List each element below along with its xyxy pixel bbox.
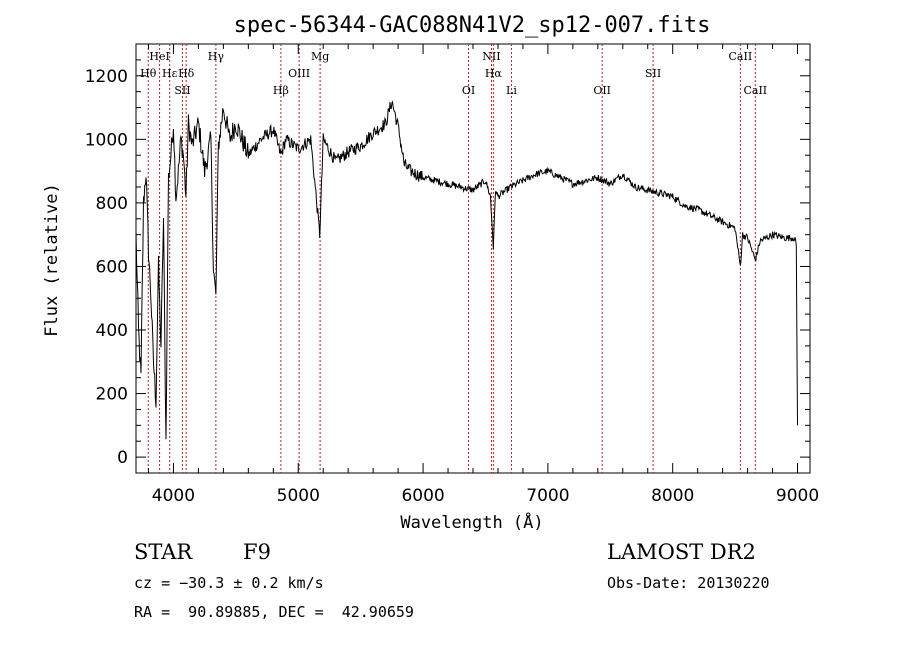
line-marker-label: Hε	[162, 67, 178, 80]
x-tick-label: 8000	[651, 486, 694, 506]
plot-frame	[135, 43, 811, 474]
y-axis-label: Flux (relative)	[42, 183, 62, 337]
survey-name: LAMOST DR2	[607, 540, 756, 564]
line-marker-label: Hθ	[140, 67, 157, 80]
line-marker-label: NII	[482, 50, 500, 63]
line-marker-label: Li	[506, 84, 517, 97]
line-marker-label: Hγ	[208, 50, 225, 63]
line-marker-label: HeI	[149, 50, 169, 63]
y-tick-label: 800	[96, 194, 128, 214]
y-tick-label: 0	[117, 448, 128, 468]
coordinates: RA = 90.89885, DEC = 42.90659	[134, 603, 414, 621]
object-type: STAR	[134, 540, 193, 564]
y-tick-label: 200	[96, 385, 128, 405]
observation-date: Obs-Date: 20130220	[607, 574, 770, 592]
line-marker-label: SII	[174, 84, 190, 97]
axis-ticks: 4000 5000 6000 7000 8000 9000 0 200 400 600 800 100…	[85, 43, 819, 506]
y-tick-label: 600	[96, 257, 128, 277]
y-tick-label: 1200	[85, 67, 128, 87]
x-tick-label: 6000	[401, 486, 444, 506]
line-marker-label: CaII	[743, 84, 767, 97]
line-marker-label: OI	[462, 84, 475, 97]
spectrum-line	[135, 100, 798, 440]
chart-title: spec-56344-GAC088N41V2_sp12-007.fits	[234, 13, 711, 38]
y-tick-label: 400	[96, 321, 128, 341]
x-tick-label: 7000	[526, 486, 569, 506]
redshift-cz: cz = −30.3 ± 0.2 km/s	[134, 574, 324, 592]
line-marker-label: SII	[645, 67, 661, 80]
line-marker-label: Mg	[311, 50, 329, 63]
y-tick-label: 1000	[85, 130, 128, 150]
x-tick-label: 9000	[776, 486, 819, 506]
line-marker-label: Hα	[485, 67, 503, 80]
line-marker-label: CaII	[729, 50, 753, 63]
x-tick-label: 4000	[152, 486, 195, 506]
spectral-subclass: F9	[243, 540, 271, 564]
x-tick-label: 5000	[277, 486, 320, 506]
x-axis-label: Wavelength (Å)	[400, 511, 543, 533]
line-marker-label: OIII	[288, 67, 310, 80]
plot-area	[135, 43, 811, 474]
line-marker-label: Hδ	[178, 67, 195, 80]
line-marker-label: Hβ	[273, 84, 289, 97]
line-marker-label: OII	[593, 84, 611, 97]
spectrum-series	[135, 100, 798, 440]
